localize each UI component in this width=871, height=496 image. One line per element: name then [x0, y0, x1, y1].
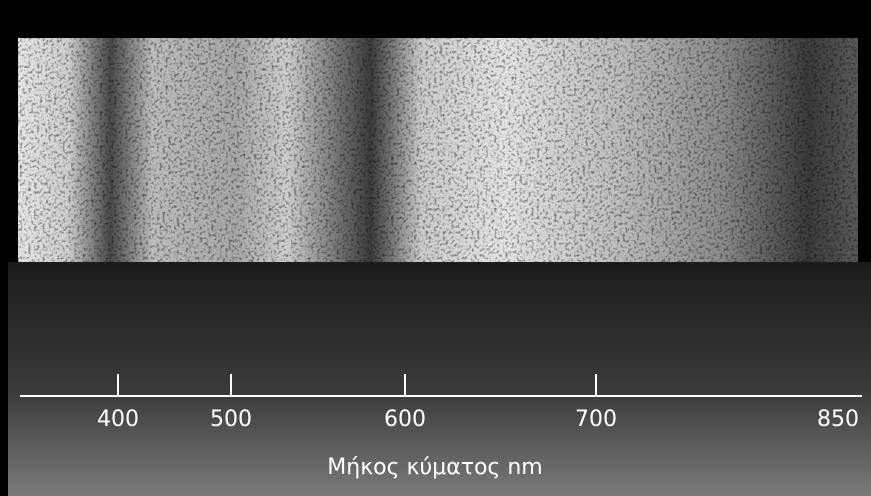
- tick-label: 700: [575, 407, 617, 432]
- tick-label: 500: [210, 407, 252, 432]
- axis-title: Μήκος κύματος nm: [327, 455, 542, 480]
- bacteria-texture: [18, 38, 858, 262]
- tick-label: 600: [384, 407, 426, 432]
- page: Μήκος κύματος nm 400500600700850 (() => …: [0, 0, 871, 496]
- photo: Μήκος κύματος nm 400 500 600 700 850: [0, 0, 871, 496]
- tick-label: 400: [97, 407, 139, 432]
- tick-label: 850: [817, 407, 859, 432]
